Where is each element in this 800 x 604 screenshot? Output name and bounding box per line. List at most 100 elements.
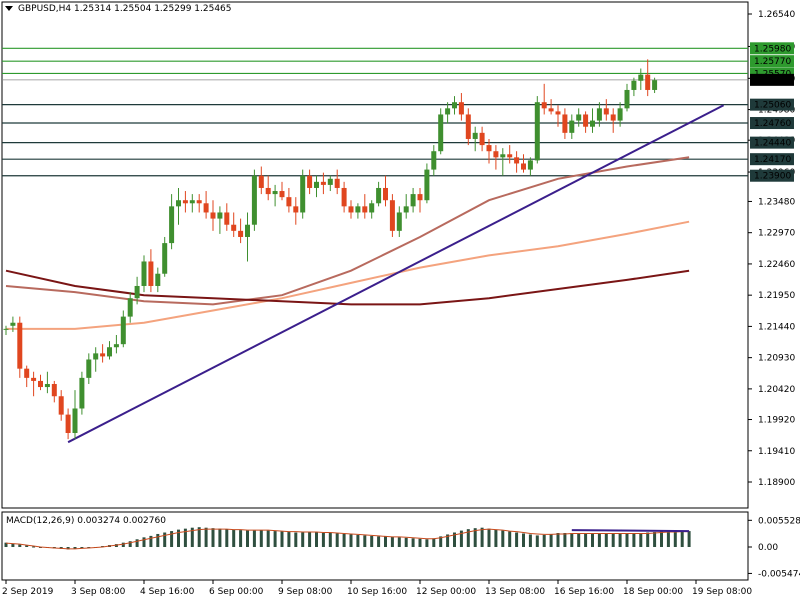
macd-bar: [577, 533, 581, 547]
candle-body: [521, 163, 526, 170]
macd-bar: [225, 529, 229, 547]
chart-menu-icon[interactable]: [5, 6, 13, 11]
macd-bar: [494, 529, 498, 547]
x-tick-label: 12 Sep 00:00: [416, 587, 476, 597]
macd-bar: [473, 528, 477, 547]
macd-tick-label: 0.00: [758, 543, 778, 553]
candle: [334, 169, 340, 195]
candle: [141, 255, 147, 293]
macd-bar: [273, 531, 277, 547]
candle-body: [576, 114, 582, 121]
macd-bar: [11, 543, 15, 547]
y-tick-label: 1.19410: [758, 447, 795, 457]
candle-body: [417, 194, 423, 201]
candle: [638, 68, 644, 90]
macd-bar: [591, 533, 594, 547]
candle-body: [189, 200, 195, 204]
candle: [100, 344, 106, 363]
level-tag: [750, 42, 794, 55]
level-label: 1.25770: [754, 57, 791, 67]
macd-bar: [80, 547, 84, 549]
macd-bar: [294, 532, 298, 547]
candle-body: [141, 261, 147, 286]
macd-bar: [211, 528, 215, 547]
candle: [3, 325, 9, 335]
level-tag: [750, 55, 794, 68]
candle-body: [182, 200, 188, 204]
candle-body: [548, 108, 554, 112]
y-tick-label: 1.26540: [758, 10, 795, 20]
macd-signal-line: [5, 528, 690, 550]
macd-bar: [397, 537, 401, 547]
y-tick-label: 1.18900: [758, 478, 795, 488]
macd-bar: [301, 532, 305, 547]
current-price-tag: [750, 73, 794, 86]
candle: [327, 175, 333, 192]
macd-header: MACD(12,26,9) 0.003274 0.002760: [6, 516, 166, 526]
macd-bar: [246, 530, 249, 547]
macd-bar: [632, 533, 636, 547]
candle: [617, 102, 623, 127]
macd-bar: [142, 537, 146, 547]
candle-body: [327, 178, 333, 185]
candle: [44, 371, 50, 394]
candle-body: [383, 187, 388, 201]
symbol-label: GBPUSD,H4: [18, 4, 72, 14]
trendline: [67, 104, 725, 444]
macd-bar: [356, 534, 360, 547]
candle-body: [93, 353, 99, 360]
candle: [58, 390, 64, 421]
macd-bar: [156, 533, 160, 547]
macd-bar: [259, 530, 263, 547]
candle: [107, 341, 112, 360]
level-label: 1.24170: [754, 155, 791, 165]
candle-body: [527, 160, 533, 170]
y-tick-label: 1.21440: [758, 322, 795, 332]
candle: [265, 175, 271, 201]
candle-body: [272, 191, 278, 195]
macd-bar: [163, 532, 167, 547]
candle-body: [652, 80, 658, 90]
macd-line: [571, 529, 690, 533]
macd-bar: [121, 542, 125, 547]
candle-body: [24, 368, 30, 378]
candle: [134, 276, 140, 305]
candle-body: [534, 102, 540, 161]
macd-bar: [197, 527, 201, 547]
candle-body: [217, 212, 223, 219]
candle-body: [638, 74, 644, 81]
candle-body: [514, 157, 520, 164]
candle: [493, 145, 499, 170]
macd-bar: [384, 536, 387, 547]
macd-bar: [597, 533, 601, 547]
candle: [458, 93, 464, 121]
macd-bar: [252, 530, 256, 547]
candle-body: [293, 206, 299, 213]
candle-body: [355, 206, 361, 213]
candle: [527, 157, 533, 176]
macd-bar: [542, 534, 546, 547]
candle: [486, 138, 492, 164]
candle: [189, 194, 195, 213]
macd-bar: [335, 533, 339, 547]
candle: [224, 203, 230, 231]
candle: [196, 194, 202, 213]
candle: [148, 249, 154, 293]
macd-bar: [239, 530, 243, 547]
candle-body: [120, 316, 126, 345]
candle-body: [38, 380, 43, 388]
candle-body: [162, 243, 168, 274]
macd-bar: [266, 530, 270, 547]
y-tick-label: 1.20420: [758, 385, 795, 395]
level-tag: [750, 117, 794, 130]
macd-bar: [25, 545, 29, 547]
candle: [272, 184, 278, 207]
x-tick-label: 3 Sep 08:00: [71, 587, 126, 597]
macd-bar: [425, 539, 429, 547]
candle-body: [410, 194, 416, 207]
candle-body: [251, 175, 257, 225]
macd-bar: [673, 531, 677, 547]
macd-bar: [232, 529, 236, 547]
candle: [341, 181, 347, 213]
